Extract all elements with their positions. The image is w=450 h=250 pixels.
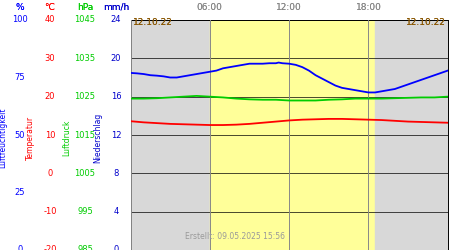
Text: 100: 100: [12, 16, 27, 24]
Text: mm/h: mm/h: [103, 3, 129, 12]
Text: 12.10.22: 12.10.22: [133, 18, 173, 27]
Text: 1045: 1045: [75, 16, 95, 24]
Text: 12:00: 12:00: [276, 3, 302, 12]
Text: 8: 8: [113, 169, 119, 178]
Text: 1025: 1025: [75, 92, 95, 101]
Text: 30: 30: [45, 54, 55, 63]
Text: 10: 10: [45, 130, 55, 140]
Text: 12:00: 12:00: [276, 3, 302, 12]
Text: 75: 75: [14, 73, 25, 82]
Text: 18:00: 18:00: [356, 3, 381, 12]
Text: 995: 995: [77, 207, 93, 216]
Text: 25: 25: [14, 188, 25, 197]
Text: %: %: [15, 3, 24, 12]
Bar: [210, 20, 375, 250]
Text: 40: 40: [45, 16, 55, 24]
Text: %: %: [15, 3, 24, 12]
Text: hPa: hPa: [77, 3, 93, 12]
Text: 0: 0: [113, 246, 119, 250]
Text: Temperatur: Temperatur: [26, 116, 35, 160]
Text: 12.10.22: 12.10.22: [405, 18, 446, 27]
Bar: [130, 20, 210, 250]
Text: 985: 985: [77, 246, 93, 250]
Text: mm/h: mm/h: [103, 3, 129, 12]
Text: 06:00: 06:00: [197, 3, 223, 12]
Text: 12.10.22: 12.10.22: [133, 18, 173, 27]
Text: hPa: hPa: [77, 3, 93, 12]
Text: -10: -10: [43, 207, 57, 216]
Text: 0: 0: [17, 246, 22, 250]
Text: 18:00: 18:00: [356, 3, 381, 12]
Text: 12: 12: [111, 130, 122, 140]
Text: 20: 20: [111, 54, 122, 63]
Text: 06:00: 06:00: [197, 3, 223, 12]
Text: 16: 16: [111, 92, 122, 101]
Text: Luftdruck: Luftdruck: [62, 119, 71, 156]
Text: Luftfeuchtigkeit: Luftfeuchtigkeit: [0, 107, 7, 168]
Text: Niederschlag: Niederschlag: [94, 112, 103, 162]
Text: 1005: 1005: [75, 169, 95, 178]
Text: 50: 50: [14, 130, 25, 140]
Text: 4: 4: [113, 207, 119, 216]
Text: 24: 24: [111, 16, 122, 24]
Text: Erstellt: 09.05.2025 15:56: Erstellt: 09.05.2025 15:56: [185, 232, 285, 241]
Text: -20: -20: [43, 246, 57, 250]
Text: 0: 0: [47, 169, 53, 178]
Text: 1015: 1015: [75, 130, 95, 140]
Bar: [375, 20, 448, 250]
Text: 1035: 1035: [75, 54, 95, 63]
Text: 20: 20: [45, 92, 55, 101]
Text: °C: °C: [45, 3, 55, 12]
Text: 12.10.22: 12.10.22: [405, 18, 446, 27]
Text: °C: °C: [45, 3, 55, 12]
